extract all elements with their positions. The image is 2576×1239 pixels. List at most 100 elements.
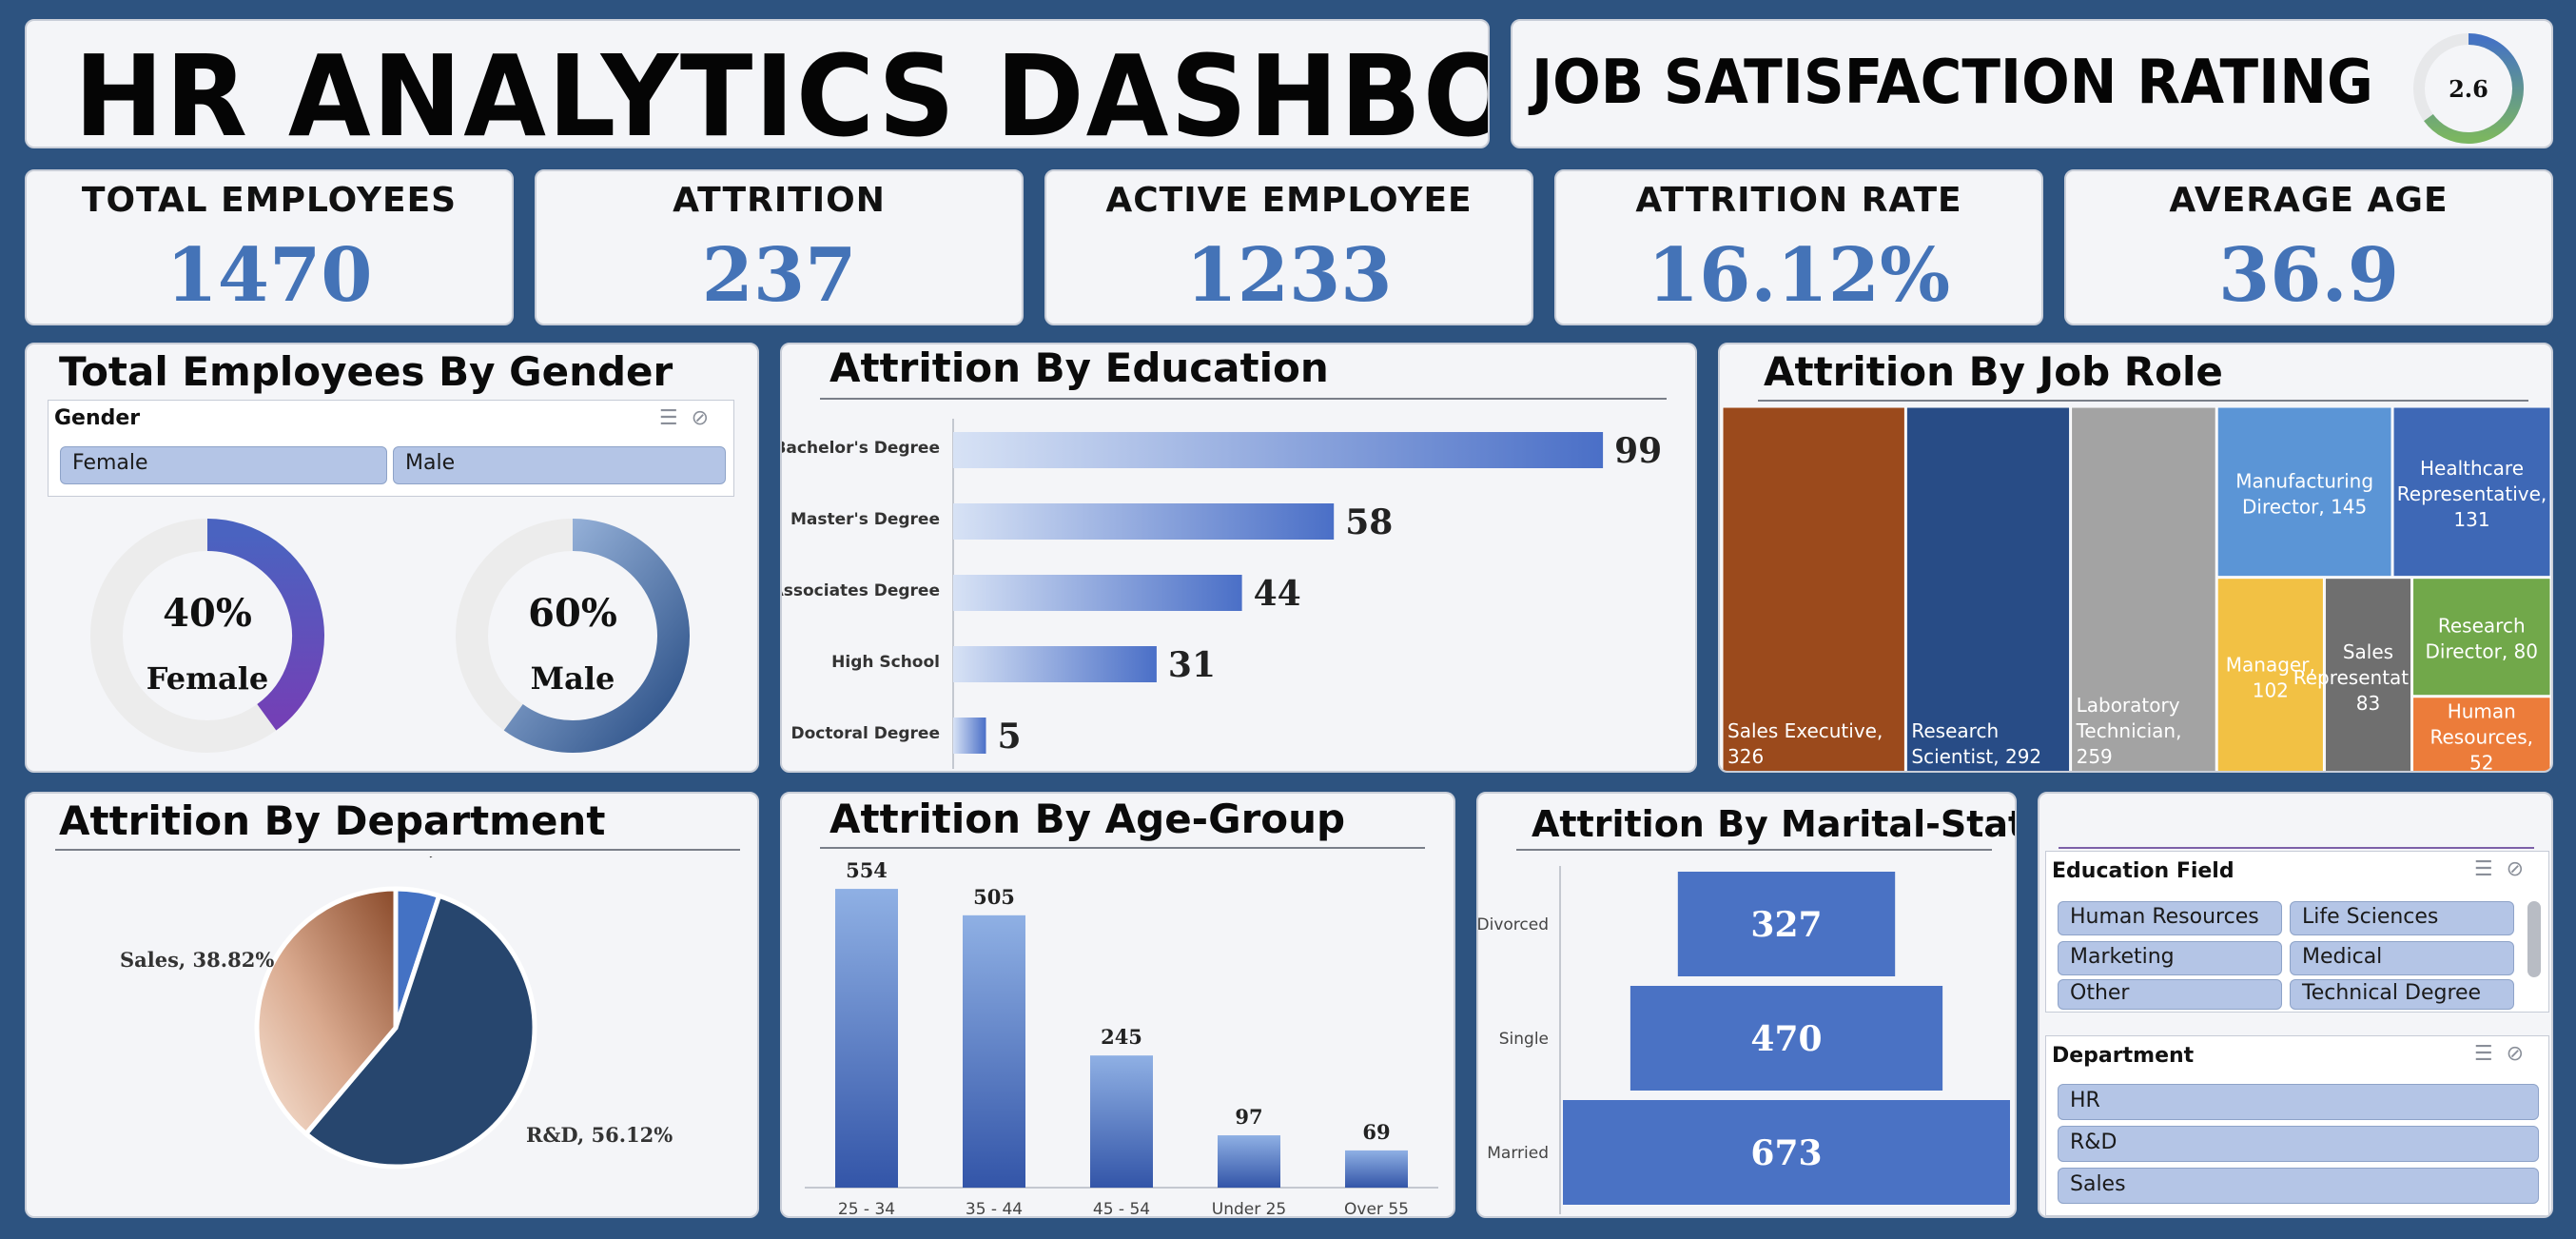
education-value-label: 44 [1254,574,1301,614]
kpi-attrition: ATTRITION 237 [535,169,1024,325]
education-bar [953,432,1604,468]
department-panel: Attrition By Department HR, 5.06% R&D, 56… [25,792,759,1218]
age-bar [1090,1055,1153,1188]
gender-title: Total Employees By Gender [59,348,673,395]
edu-field-option[interactable]: Marketing [2058,941,2282,975]
jobrole-tile [2216,407,2392,578]
education-bar [953,646,1157,682]
satisfaction-panel: JOB SATISFACTION RATING 2.6 [1511,19,2553,148]
jobrole-tile [2324,578,2412,771]
education-bar [953,503,1335,540]
clear-filter-icon[interactable]: ⊘ [2506,1042,2537,1066]
kpi-label: AVERAGE AGE [2169,181,2449,220]
kpi-label: ATTRITION [673,181,886,220]
gender-option-male[interactable]: Male [393,446,726,484]
edu-field-option[interactable]: Technical Degree [2290,979,2514,1010]
gender-option-female[interactable]: Female [60,446,387,484]
male-donut-arc [503,519,690,753]
title-underline [55,849,740,851]
satisfaction-gauge: 2.6 [2413,33,2524,144]
jobrole-treemap: Sales Executive, 326 Research Scientist, 29… [1722,407,2551,771]
satisfaction-value: 2.6 [2449,75,2488,103]
kpi-total-employees: TOTAL EMPLOYEES 1470 [25,169,514,325]
multi-select-icon[interactable]: ☰ [2473,857,2507,881]
jobrole-tile-label: Healthcare Representative, 131 [2397,457,2547,531]
marital-value-label: 470 [1750,1019,1822,1059]
age-value-label: 505 [973,885,1015,909]
education-category-label: Associates Degree [782,581,940,600]
marital-value-label: 327 [1750,905,1822,945]
education-category-label: High School [831,653,940,672]
satisfaction-title: JOB SATISFACTION RATING [1532,48,2373,118]
kpi-value: 16.12% [1647,232,1951,319]
age-value-label: 97 [1235,1105,1262,1129]
clear-filter-icon[interactable]: ⊘ [2506,857,2537,881]
jobrole-tile-label: Manufacturing Director, 145 [2235,469,2373,518]
age-value-label: 245 [1101,1025,1142,1049]
gender-donuts: 40% Female 60% Male [90,519,690,753]
age-category-label: Over 55 [1344,1200,1409,1218]
male-label: Male [531,660,615,697]
header-panel: HR ANALYTICS DASHBOARD [25,19,1490,148]
marital-value-label: 673 [1750,1133,1822,1173]
jobrole-panel: Attrition By Job Role Sales Executive, 32… [1718,343,2553,773]
multi-select-icon[interactable]: ☰ [658,406,692,430]
dept-option-rd[interactable]: R&D [2058,1126,2539,1162]
age-category-label: 45 - 54 [1093,1200,1150,1218]
dept-option-sales[interactable]: Sales [2058,1168,2539,1204]
edu-field-option[interactable]: Human Resources [2058,901,2282,935]
multi-select-icon[interactable]: ☰ [2473,1042,2507,1066]
marital-category-label: Divorced [1478,915,1549,934]
edu-field-option[interactable]: Medical [2290,941,2514,975]
age-bar [835,889,898,1188]
education-chart: Bachelor's Degree 99 Master's Degree 58 Asso… [782,419,1662,769]
agegroup-panel: Attrition By Age-Group 554 25 - 34 505 35 -… [780,792,1455,1218]
slicer-scrollbar[interactable] [2527,901,2541,977]
education-value-label: 58 [1345,502,1393,542]
pie-slice [302,893,537,1170]
edu-field-option[interactable]: Other [2058,979,2282,1010]
jobrole-tile-label: Research Scientist, 292 [1911,719,2041,768]
male-pct: 60% [528,591,617,636]
education-value-label: 31 [1168,645,1216,685]
education-panel: Attrition By Education Bachelor's Degree… [780,343,1697,773]
department-slicer-header: Department [2052,1044,2195,1068]
kpi-average-age: AVERAGE AGE 36.9 [2064,169,2553,325]
pie-label: R&D, 56.12% [526,1123,673,1147]
kpi-value: 237 [701,232,857,319]
gender-slicer: Gender ☰⊘ Female Male [48,400,734,497]
marital-title: Attrition By Marital-Status [1532,803,2015,845]
kpi-label: TOTAL EMPLOYEES [81,181,458,220]
marital-category-label: Married [1487,1144,1549,1163]
jobrole-tile [2412,697,2551,771]
jobrole-tile [2392,407,2551,578]
jobrole-tile [1905,407,2071,771]
age-value-label: 69 [1362,1120,1390,1144]
education-category-label: Bachelor's Degree [782,439,940,458]
kpi-value: 1233 [1185,232,1393,319]
jobrole-tile [1722,407,1905,771]
education-value-label: 5 [998,717,1022,757]
jobrole-title: Attrition By Job Role [1764,348,2223,395]
age-bar [1218,1135,1280,1188]
title-underline [820,398,1667,400]
kpi-active-employee: ACTIVE EMPLOYEE 1233 [1044,169,1533,325]
department-pie: HR, 5.06% R&D, 56.12% Sales, 38.82% [120,856,673,1170]
agegroup-chart: 554 25 - 34 505 35 - 44 245 45 - 54 97 Under 25… [805,858,1438,1218]
kpi-value: 1470 [166,232,373,319]
slicer-icons: ☰⊘ [659,406,722,430]
age-category-label: 25 - 34 [838,1200,895,1218]
dept-option-hr[interactable]: HR [2058,1084,2539,1120]
edu-field-option[interactable]: Life Sciences [2290,901,2514,935]
age-bar [1345,1150,1408,1188]
slicer-icons: ☰⊘ [2474,857,2537,881]
education-bar [953,575,1242,611]
kpi-label: ATTRITION RATE [1635,181,1962,220]
dashboard-title: HR ANALYTICS DASHBOARD [74,30,1488,148]
female-pct: 40% [163,591,252,636]
female-donut-arc [206,519,324,731]
slicer-icons: ☰⊘ [2474,1042,2537,1066]
jobrole-tile [2071,407,2216,771]
clear-filter-icon[interactable]: ⊘ [691,406,722,430]
jobrole-tile-label: Sales Executive, 326 [1727,719,1883,768]
